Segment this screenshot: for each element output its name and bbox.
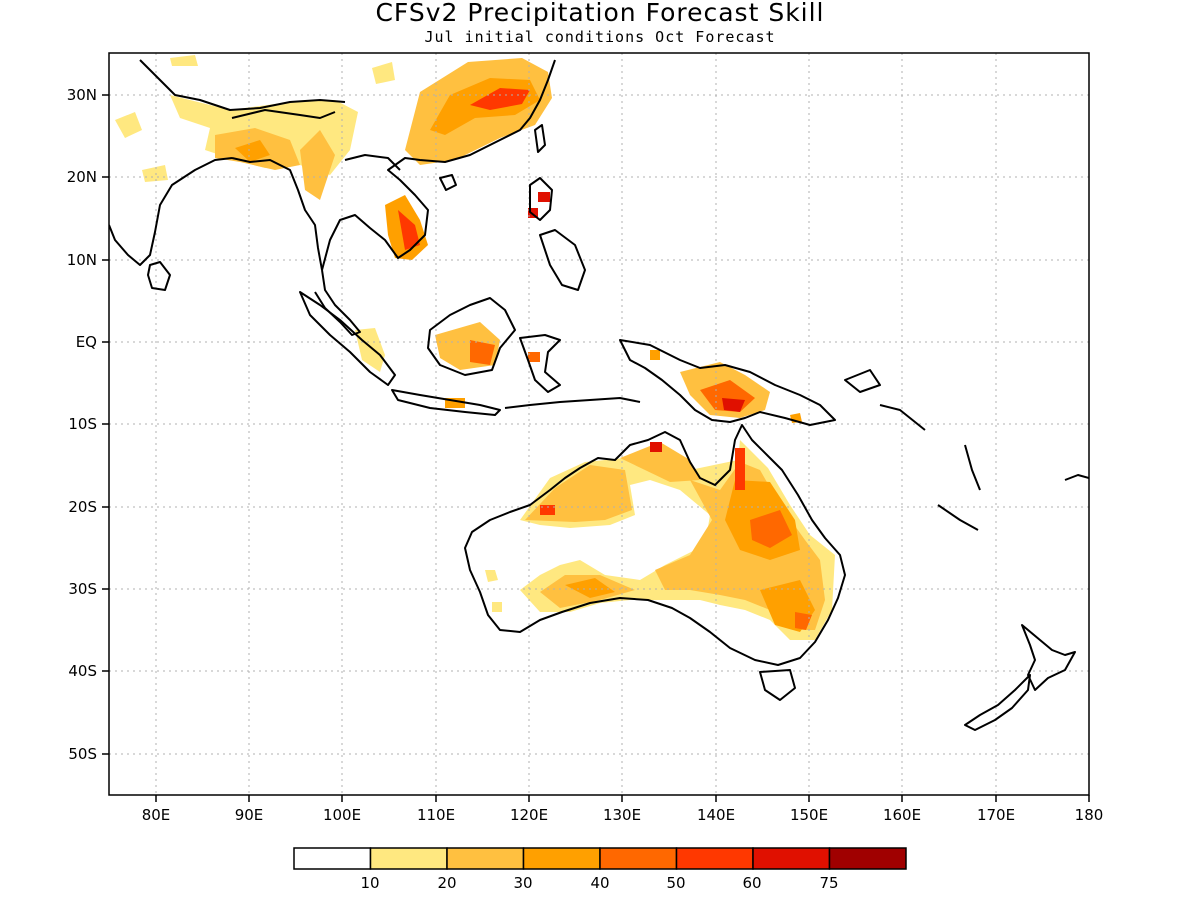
skill-patch-india-west (115, 112, 142, 138)
skill-cell-arnhem (650, 442, 662, 452)
lon-tick-label: 90E (235, 806, 264, 824)
coast-new-caledonia (937, 504, 979, 531)
coast-lesser-sunda (504, 397, 641, 409)
skill-region-australia-south-core (565, 578, 615, 598)
coast-fiji (1064, 474, 1089, 481)
coast-new-guinea (619, 339, 836, 426)
coast-taiwan (534, 124, 546, 153)
coast-sri-lanka (147, 261, 171, 291)
skill-shading (115, 55, 835, 640)
coast-india (109, 157, 233, 266)
coast-borneo (427, 297, 516, 376)
coastlines (109, 59, 1089, 731)
lon-tick-label: 110E (417, 806, 455, 824)
skill-cell-luzon-1 (538, 192, 550, 202)
lat-tick-label: 30S (68, 580, 97, 598)
skill-patch-australia-sw (485, 570, 498, 582)
coast-china-inland (139, 59, 346, 111)
coast-new-britain (844, 369, 881, 393)
skill-patch-australia-sw2 (492, 602, 502, 612)
coast-philippines-south (539, 229, 586, 291)
coast-sulawesi (519, 334, 561, 393)
skill-region-new-guinea-peak (722, 398, 745, 412)
skill-patch-india-north (142, 165, 168, 182)
skill-patch-moluccas (650, 350, 660, 360)
skill-region-queensland-core (750, 510, 792, 548)
coast-sumatra (299, 291, 396, 386)
colorbar-label: 75 (819, 874, 838, 892)
skill-region-bangladesh-core (235, 140, 270, 162)
skill-region-nsw-core (795, 612, 812, 630)
lat-tick-label: EQ (76, 333, 97, 351)
coast-solomon (879, 404, 926, 431)
colorbar-swatch (599, 847, 678, 870)
colorbar-swatch (369, 847, 448, 870)
coast-nz-south (964, 674, 1031, 731)
map-subtitle: Jul initial conditions Oct Forecast (424, 28, 776, 46)
skill-region-sumatra (355, 328, 385, 372)
border-mainland-sea (344, 154, 401, 171)
skill-cell-kimberley (540, 505, 555, 515)
skill-cell-cape-york (735, 448, 745, 490)
colorbar-swatch (522, 847, 601, 870)
lon-tick-label: 130E (603, 806, 641, 824)
coast-australia (464, 424, 846, 666)
gridlines (109, 53, 1089, 795)
skill-region-vietnam-core (398, 210, 420, 250)
colorbar-label: 20 (437, 874, 456, 892)
coast-vanuatu (964, 444, 981, 491)
lon-tick-label: 120E (510, 806, 548, 824)
lat-tick-label: 20N (67, 168, 97, 186)
colorbar-label: 50 (666, 874, 685, 892)
lat-tick-label: 40S (68, 662, 97, 680)
lon-tick-label: 100E (323, 806, 361, 824)
colorbar-swatch (828, 847, 907, 870)
coast-bay-of-bengal (231, 157, 323, 271)
lat-tick-label: 20S (68, 498, 97, 516)
coast-java (391, 389, 501, 416)
lon-tick-label: 80E (142, 806, 171, 824)
colorbar-swatch (446, 847, 525, 870)
lon-tick-labels: 80E 90E 100E 110E 120E 130E 140E 150E 16… (142, 806, 1104, 824)
map-title: CFSv2 Precipitation Forecast Skill (375, 0, 825, 27)
colorbar: 10 20 30 40 50 60 75 (293, 847, 907, 892)
skill-patch-tibet-north (372, 62, 395, 84)
skill-region-borneo-core (470, 340, 495, 365)
lat-tick-labels: 30N 20N 10N EQ 10S 20S 30S 40S 50S (67, 86, 97, 763)
skill-region-south-china-peak (470, 88, 530, 110)
lon-tick-label: 170E (977, 806, 1015, 824)
coast-indochina (321, 59, 556, 271)
border-himalaya (231, 109, 336, 119)
coast-malay-peninsula (314, 269, 361, 336)
colorbar-swatch (293, 847, 372, 870)
coast-hainan (439, 174, 457, 191)
colorbar-swatch (675, 847, 754, 870)
coast-luzon (529, 177, 553, 221)
colorbar-label: 30 (513, 874, 532, 892)
skill-region-myanmar (300, 130, 335, 200)
skill-cell-luzon-2 (528, 208, 538, 218)
lon-tick-label: 180 (1075, 806, 1104, 824)
lat-tick-label: 10S (68, 415, 97, 433)
colorbar-labels: 10 20 30 40 50 60 75 (360, 874, 838, 892)
coast-nz-north (1021, 624, 1076, 691)
skill-patch-tibet-center (170, 55, 198, 66)
lat-tick-label: 30N (67, 86, 97, 104)
colorbar-label: 60 (742, 874, 761, 892)
colorbar-swatch (752, 847, 831, 870)
colorbar-label: 10 (360, 874, 379, 892)
lon-tick-label: 150E (790, 806, 828, 824)
skill-region-sulawesi (528, 352, 540, 362)
colorbar-label: 40 (590, 874, 609, 892)
axis-ticks (102, 94, 1090, 802)
lon-tick-label: 140E (697, 806, 735, 824)
lat-tick-label: 10N (67, 251, 97, 269)
coast-tasmania (759, 669, 796, 701)
skill-region-australia-top-end (620, 442, 700, 482)
lon-tick-label: 160E (883, 806, 921, 824)
lat-tick-label: 50S (68, 745, 97, 763)
